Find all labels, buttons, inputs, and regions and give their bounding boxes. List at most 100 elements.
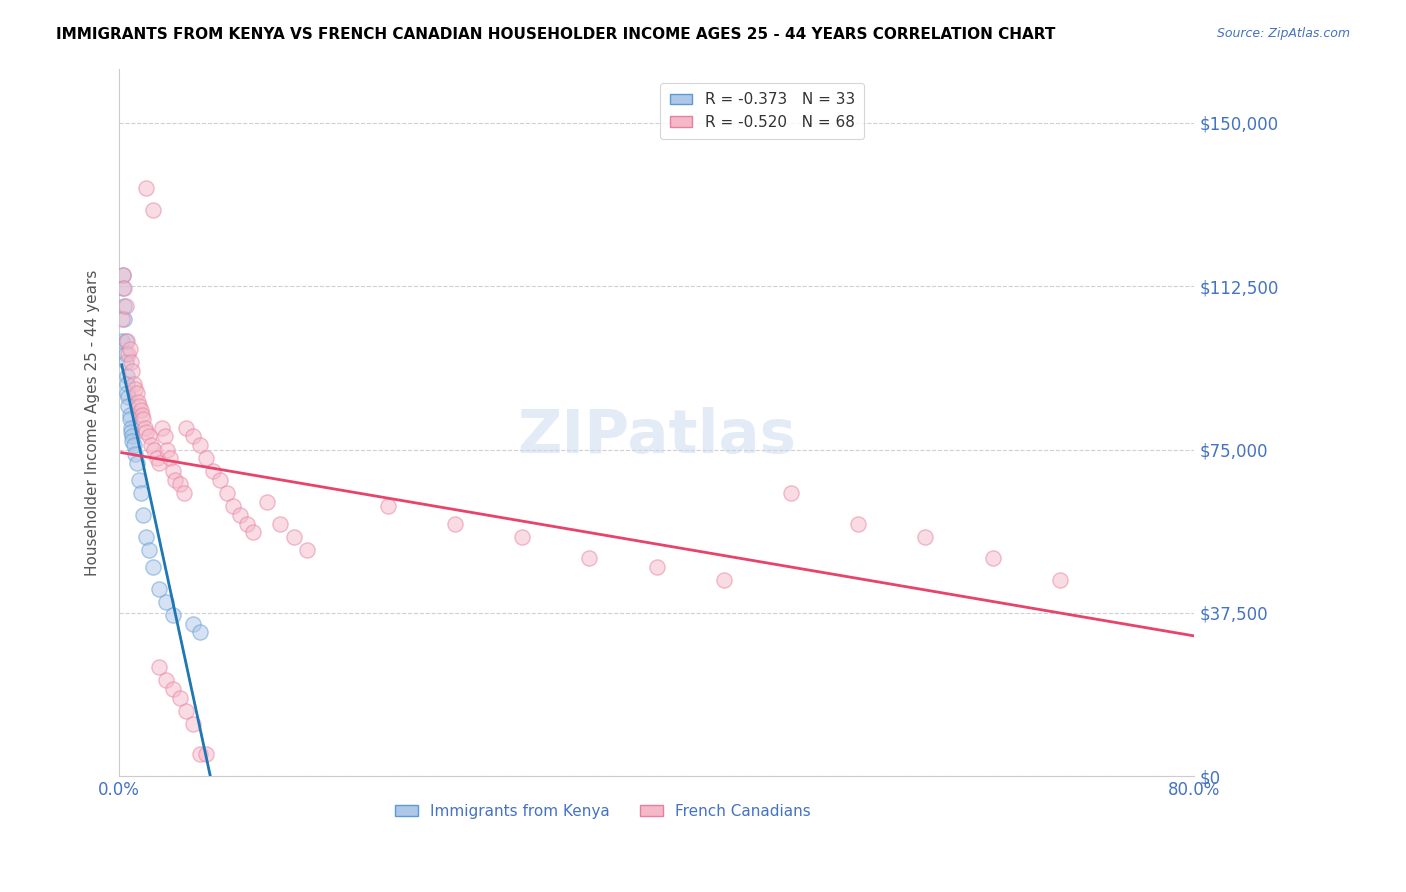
Point <box>121 429 143 443</box>
Point <box>142 202 165 217</box>
Point <box>135 181 157 195</box>
Point <box>135 425 157 439</box>
Point <box>208 473 231 487</box>
Point <box>148 582 170 596</box>
Point <box>195 747 218 762</box>
Point <box>222 499 245 513</box>
Point <box>181 429 204 443</box>
Point <box>112 312 135 326</box>
Point <box>117 347 139 361</box>
Point <box>162 682 184 697</box>
Point <box>215 486 238 500</box>
Point <box>117 399 139 413</box>
Point <box>122 438 145 452</box>
Point <box>510 530 533 544</box>
Point <box>1049 573 1071 587</box>
Point <box>138 542 160 557</box>
Legend: Immigrants from Kenya, French Canadians: Immigrants from Kenya, French Canadians <box>388 798 817 825</box>
Point <box>713 573 735 587</box>
Point <box>111 312 134 326</box>
Point <box>128 473 150 487</box>
Point <box>132 412 155 426</box>
Point <box>120 355 142 369</box>
Point <box>156 442 179 457</box>
Point <box>981 551 1004 566</box>
Point <box>188 747 211 762</box>
Point <box>120 421 142 435</box>
Point <box>124 447 146 461</box>
Point <box>124 382 146 396</box>
Point <box>283 530 305 544</box>
Point <box>114 299 136 313</box>
Point <box>169 477 191 491</box>
Text: ZIPatlas: ZIPatlas <box>517 407 796 466</box>
Point <box>112 268 135 283</box>
Point <box>914 530 936 544</box>
Point <box>148 660 170 674</box>
Point <box>121 434 143 448</box>
Point <box>121 364 143 378</box>
Text: Source: ZipAtlas.com: Source: ZipAtlas.com <box>1216 27 1350 40</box>
Point <box>578 551 600 566</box>
Point <box>138 429 160 443</box>
Point <box>127 394 149 409</box>
Point <box>181 717 204 731</box>
Point <box>780 486 803 500</box>
Point <box>142 560 165 574</box>
Point <box>118 412 141 426</box>
Point <box>169 690 191 705</box>
Point <box>242 525 264 540</box>
Point <box>131 408 153 422</box>
Point <box>117 390 139 404</box>
Point <box>188 625 211 640</box>
Point <box>115 368 138 383</box>
Point <box>112 281 135 295</box>
Point <box>153 429 176 443</box>
Point <box>129 486 152 500</box>
Point <box>122 377 145 392</box>
Point <box>377 499 399 513</box>
Point <box>162 464 184 478</box>
Point <box>143 442 166 457</box>
Point <box>120 425 142 439</box>
Point <box>112 299 135 313</box>
Point <box>195 451 218 466</box>
Point <box>155 595 177 609</box>
Point <box>112 281 135 295</box>
Point <box>129 403 152 417</box>
Point <box>115 334 138 348</box>
Point <box>645 560 668 574</box>
Point <box>134 421 156 435</box>
Point <box>114 334 136 348</box>
Point <box>229 508 252 522</box>
Point <box>112 268 135 283</box>
Point <box>141 438 163 452</box>
Point <box>118 343 141 357</box>
Point <box>174 421 197 435</box>
Point <box>173 486 195 500</box>
Text: IMMIGRANTS FROM KENYA VS FRENCH CANADIAN HOUSEHOLDER INCOME AGES 25 - 44 YEARS C: IMMIGRANTS FROM KENYA VS FRENCH CANADIAN… <box>56 27 1056 42</box>
Point <box>135 530 157 544</box>
Point <box>202 464 225 478</box>
Point <box>256 495 278 509</box>
Point <box>150 421 173 435</box>
Point <box>297 542 319 557</box>
Point <box>111 334 134 348</box>
Point <box>165 473 187 487</box>
Point <box>115 386 138 401</box>
Point <box>125 386 148 401</box>
Point <box>235 516 257 531</box>
Point <box>128 399 150 413</box>
Point <box>155 673 177 688</box>
Point <box>174 704 197 718</box>
Point <box>114 347 136 361</box>
Point <box>145 451 167 466</box>
Point <box>444 516 467 531</box>
Point <box>148 456 170 470</box>
Point <box>162 608 184 623</box>
Point <box>188 438 211 452</box>
Point <box>115 377 138 392</box>
Point <box>132 508 155 522</box>
Point <box>159 451 181 466</box>
Point <box>846 516 869 531</box>
